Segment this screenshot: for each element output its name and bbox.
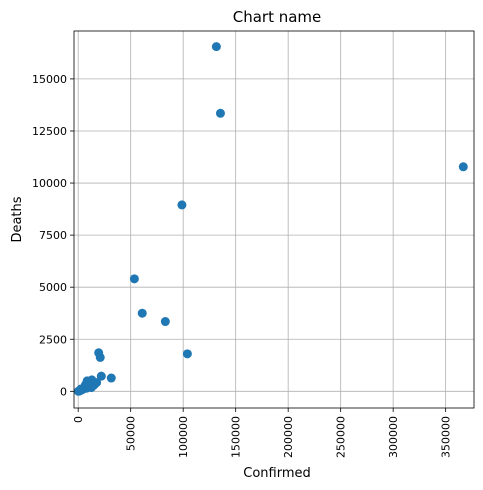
x-tick-label: 150000: [230, 416, 243, 458]
x-tick-label: 250000: [335, 416, 348, 458]
x-tick-label: 350000: [440, 416, 453, 458]
scatter-point: [215, 108, 225, 118]
y-tick-label: 12500: [32, 125, 67, 138]
plot-frame: [73, 30, 475, 409]
y-tick-label: 10000: [32, 177, 67, 190]
scatter-point: [160, 317, 170, 327]
data-points: [73, 42, 468, 396]
y-axis-ticks: 0 2500 5000 7500 10000 12500 15000: [32, 73, 74, 398]
x-tick-label: 50000: [125, 416, 138, 451]
scatter-point: [458, 162, 468, 172]
y-tick-label: 5000: [39, 281, 67, 294]
scatter-point: [211, 42, 221, 52]
x-tick-label: 0: [72, 416, 85, 423]
chart-title: Chart name: [233, 8, 322, 26]
grid-lines: [74, 31, 474, 408]
scatter-point: [137, 308, 147, 318]
scatter-point: [96, 371, 106, 381]
y-tick-label: 2500: [39, 333, 67, 346]
x-tick-label: 200000: [282, 416, 295, 458]
scatter-point: [129, 274, 139, 284]
scatter-point: [83, 379, 93, 389]
scatter-point: [76, 384, 86, 394]
y-tick-label: 0: [60, 385, 67, 398]
y-tick-label: 15000: [32, 73, 67, 86]
y-axis-label: Deaths: [10, 196, 25, 242]
scatter-point: [182, 349, 192, 359]
scatter-point: [177, 200, 187, 210]
x-tick-label: 100000: [177, 416, 190, 458]
scatter-point: [95, 352, 105, 362]
x-tick-label: 300000: [387, 416, 400, 458]
x-axis-label: Confirmed: [243, 466, 311, 481]
x-axis-ticks: 0 50000 100000 150000 200000 250000 300000 3500…: [72, 408, 453, 458]
y-tick-label: 7500: [39, 229, 67, 242]
scatter-point: [106, 373, 116, 383]
